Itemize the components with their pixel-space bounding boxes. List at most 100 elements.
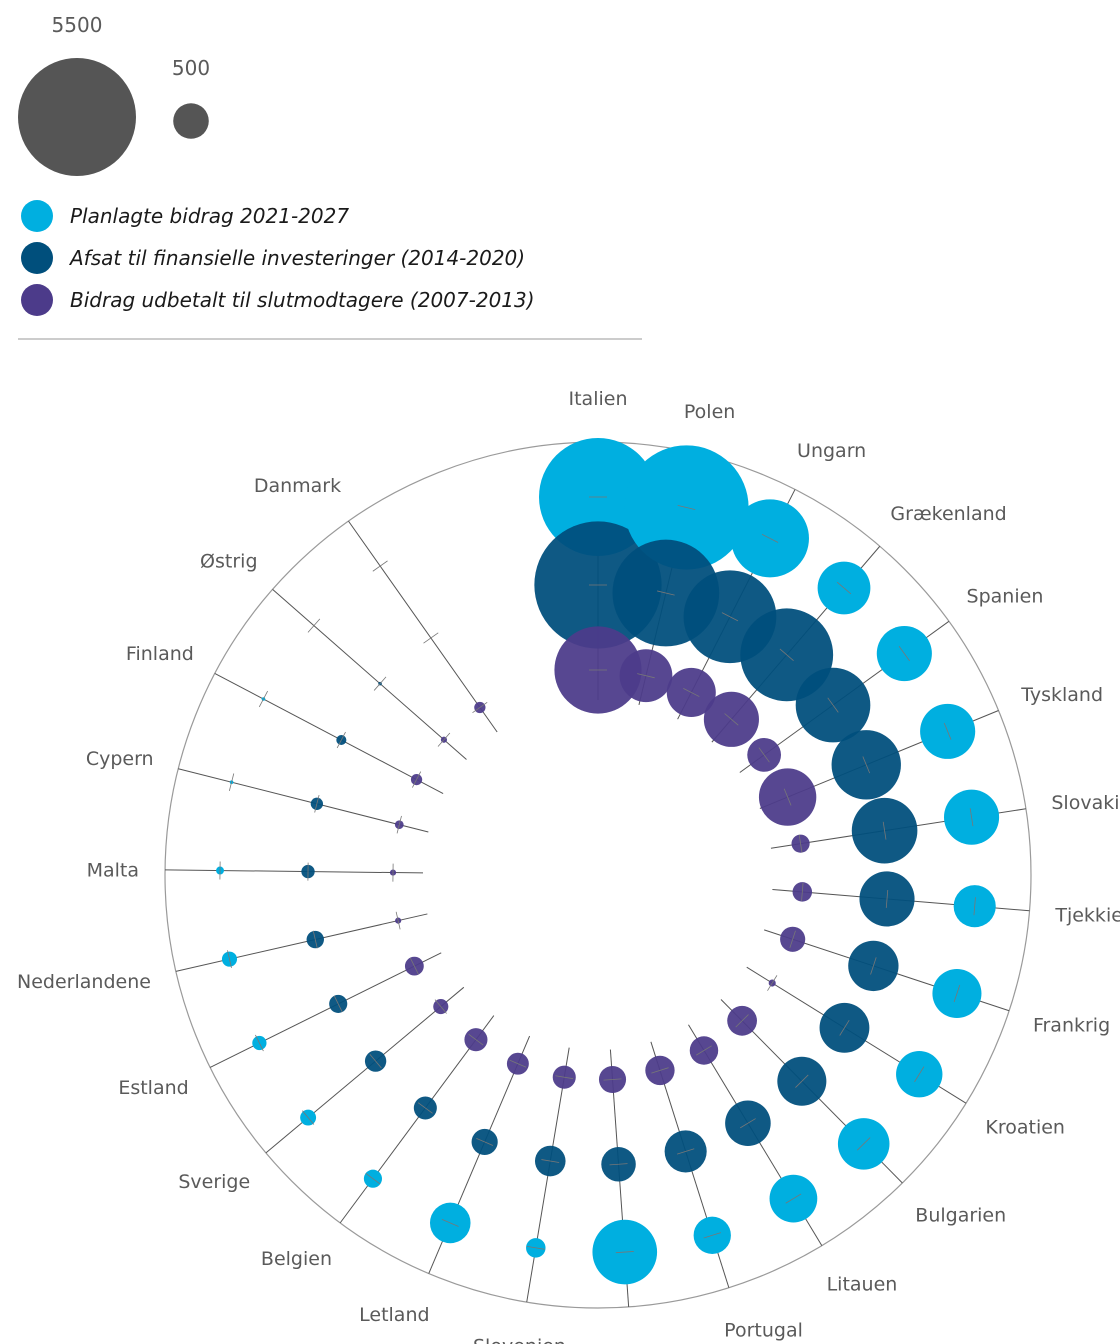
tick-slovenien-series-1 <box>526 1245 545 1250</box>
spoke-nederlandene <box>175 913 428 972</box>
tick-bulgarien-series-2 <box>795 1074 809 1088</box>
tick-spanien-series-3 <box>758 747 770 763</box>
series-legend: Planlagte bidrag 2021-2027 Afsat til fina… <box>21 200 535 316</box>
tick-finland-series-2 <box>336 731 346 749</box>
tick-belgien-series-3 <box>468 1034 484 1046</box>
tick-slovenien-series-3 <box>555 1075 574 1080</box>
country-label-slovenien: Slovenien <box>473 1335 566 1344</box>
country-label-kroatien: Kroatien <box>985 1116 1065 1138</box>
tick-graekenland-series-2 <box>779 648 794 661</box>
country-label-malta: Malta <box>87 859 139 881</box>
spoke-cypern <box>178 768 429 833</box>
tick-kroatien-series-1 <box>914 1066 925 1083</box>
country-label-polen: Polen <box>684 401 735 423</box>
size-legend-label-5500: 5500 <box>52 13 103 37</box>
tick-cypern-series-2 <box>314 794 320 813</box>
tick-ungarn-series-3 <box>683 688 700 697</box>
tick-frankrig-series-2 <box>870 957 877 975</box>
tick-bulgarien-series-3 <box>735 1014 749 1028</box>
tick-letland-series-2 <box>476 1138 494 1146</box>
tick-oestrig-series-1 <box>307 618 321 633</box>
country-label-nederlandene: Nederlandene <box>17 971 151 993</box>
tick-oestrig-series-3 <box>437 732 451 747</box>
tick-cypern-series-3 <box>396 815 402 834</box>
tick-slovakiet-series-1 <box>969 808 974 827</box>
legend-label-3: Bidrag udbetalt til slutmodtagere (2007-… <box>70 288 535 312</box>
tick-finland-series-1 <box>258 690 269 708</box>
tick-frankrig-series-3 <box>789 930 796 948</box>
size-legend-circle-500 <box>173 103 209 139</box>
country-label-cypern: Cypern <box>86 748 154 770</box>
tick-rumaenien-series-2 <box>609 1163 628 1166</box>
tick-estland-series-1 <box>255 1034 264 1052</box>
tick-tyskland-series-1 <box>943 722 952 740</box>
tick-graekenland-series-1 <box>836 581 852 595</box>
tick-sverige-series-1 <box>302 1110 315 1125</box>
country-label-italien: Italien <box>569 388 628 410</box>
legend-marker-1 <box>21 200 53 232</box>
tick-portugal-series-1 <box>703 1232 721 1239</box>
tick-tjekkiet-series-1 <box>973 897 976 916</box>
tick-slovakiet-series-3 <box>798 834 803 853</box>
spoke-oestrig <box>272 588 467 760</box>
country-label-graekenland: Grækenland <box>890 503 1006 525</box>
legend-marker-3 <box>21 284 53 316</box>
tick-belgien-series-1 <box>365 1173 381 1185</box>
tick-ungarn-series-1 <box>761 533 779 543</box>
tick-litauen-series-2 <box>740 1118 756 1129</box>
tick-bulgarien-series-1 <box>857 1137 871 1151</box>
country-labels: Italien Polen Ungarn Grækenland Spanien Tyskl… <box>17 388 1120 1344</box>
tick-oestrig-series-2 <box>373 676 387 691</box>
tick-nederlandene-series-1 <box>227 950 232 968</box>
spoke-finland <box>214 672 444 794</box>
country-label-slovakiet: Slovakiet <box>1051 792 1120 814</box>
tick-letland-series-1 <box>441 1219 459 1227</box>
country-label-litauen: Litauen <box>827 1273 898 1295</box>
legend-marker-2 <box>21 242 53 274</box>
tick-estland-series-3 <box>410 957 419 975</box>
tick-nederlandene-series-3 <box>395 911 401 930</box>
tick-ungarn-series-2 <box>721 612 739 622</box>
tick-nederlandene-series-2 <box>312 930 318 949</box>
size-legend-circle-5500 <box>18 58 136 176</box>
tick-polen-series-3 <box>637 673 655 679</box>
country-label-tyskland: Tyskland <box>1020 684 1103 706</box>
country-label-bulgarien: Bulgarien <box>915 1204 1006 1226</box>
country-label-oestrig: Østrig <box>200 550 257 572</box>
country-label-finland: Finland <box>126 643 194 665</box>
tick-danmark-series-3 <box>472 701 488 713</box>
tick-slovenien-series-2 <box>541 1159 560 1163</box>
tick-tyskland-series-3 <box>783 788 792 806</box>
country-label-letland: Letland <box>359 1304 429 1326</box>
tick-danmark-series-2 <box>423 632 439 644</box>
tick-portugal-series-3 <box>651 1067 669 1074</box>
tick-frankrig-series-1 <box>953 984 961 1003</box>
size-legend: 5500 500 <box>18 13 210 176</box>
tick-slovakiet-series-2 <box>882 821 887 840</box>
tick-tjekkiet-series-2 <box>885 889 889 908</box>
tick-kroatien-series-2 <box>839 1019 850 1036</box>
size-legend-label-500: 500 <box>172 56 210 80</box>
tick-graekenland-series-3 <box>724 713 739 726</box>
country-label-rumaenien: Rumænien <box>580 1341 683 1344</box>
spoke-malta <box>165 869 424 874</box>
tick-letland-series-3 <box>509 1059 527 1068</box>
country-label-frankrig: Frankrig <box>1033 1015 1110 1037</box>
spoke-belgien <box>339 1015 495 1224</box>
country-label-belgien: Belgien <box>261 1248 332 1270</box>
legend-label-1: Planlagte bidrag 2021-2027 <box>70 204 349 228</box>
spoke-danmark <box>348 520 498 733</box>
country-label-spanien: Spanien <box>967 586 1044 608</box>
tick-tjekkiet-series-3 <box>801 882 804 901</box>
tick-sverige-series-3 <box>434 999 447 1014</box>
tick-belgien-series-2 <box>417 1102 433 1114</box>
spoke-estland <box>209 952 442 1068</box>
tick-polen-series-1 <box>677 505 696 510</box>
legend-label-2: Afsat til finansielle investeringer (201… <box>68 246 525 270</box>
tick-rumaenien-series-1 <box>615 1251 634 1254</box>
tick-portugal-series-2 <box>676 1148 695 1155</box>
country-label-ungarn: Ungarn <box>797 440 866 462</box>
tick-finland-series-3 <box>412 771 422 788</box>
tick-kroatien-series-3 <box>767 975 778 991</box>
